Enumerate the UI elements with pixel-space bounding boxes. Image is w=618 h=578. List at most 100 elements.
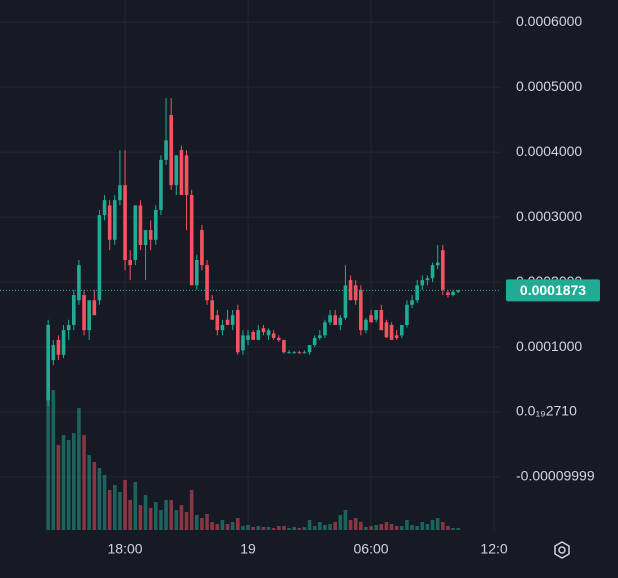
volume-bar: [256, 526, 261, 530]
candle-body: [420, 280, 425, 286]
volume-bar: [297, 528, 302, 530]
y-tick-label: 0.0006000: [516, 13, 582, 29]
candle-body: [266, 330, 271, 336]
volume-bar: [328, 524, 332, 530]
candle-body: [230, 315, 235, 325]
volume-bar: [333, 522, 337, 530]
y-tick-label: 0.0₁₉2710: [516, 403, 577, 419]
candle-body: [118, 185, 122, 201]
candle-body: [441, 250, 445, 290]
volume-bar: [400, 526, 404, 530]
candle-body: [215, 315, 220, 331]
volume-bar: [323, 525, 327, 530]
candle-body: [61, 330, 66, 355]
settings-icon[interactable]: [554, 541, 570, 559]
candle-body: [271, 333, 276, 338]
volume-bar: [118, 492, 122, 530]
candle-body: [384, 322, 389, 338]
volume-bar: [292, 527, 296, 530]
candle-body: [456, 290, 460, 292]
volume-bar: [425, 524, 430, 530]
volume-bar: [410, 525, 414, 530]
volume-bar: [446, 526, 450, 530]
y-tick-label: 0.0004000: [516, 143, 582, 159]
volume-bar: [143, 495, 148, 530]
axis-layer: 0.0006000 0.0005000 0.0004000 0.0003000 0.00…: [0, 13, 600, 557]
volume-bar: [287, 528, 291, 530]
volume-bar: [348, 520, 353, 530]
candle-body: [159, 159, 163, 210]
candle-body: [333, 315, 337, 325]
volume-bar: [128, 500, 132, 530]
volume-bar: [353, 518, 358, 530]
candle-body: [82, 295, 86, 331]
candle-body: [77, 265, 81, 301]
candle-body: [292, 352, 296, 354]
volume-bar: [174, 510, 179, 530]
candle-body: [143, 230, 148, 246]
volume-bar: [205, 514, 209, 530]
volume-bar: [384, 522, 389, 530]
candle-body: [364, 319, 368, 331]
volume-bar: [225, 524, 230, 530]
candle-body: [225, 319, 230, 325]
volume-bar: [169, 500, 173, 530]
volume-bar: [236, 518, 240, 530]
candle-body: [251, 332, 255, 340]
volume-bar: [133, 482, 138, 530]
candle-body: [256, 330, 261, 340]
volume-bar: [200, 518, 204, 530]
volume-bar: [379, 524, 384, 530]
volume-bar: [369, 526, 373, 530]
volume-bar: [92, 462, 97, 530]
candle-body: [277, 337, 281, 340]
y-tick-label: 0.0005000: [516, 78, 582, 94]
candle-body: [51, 345, 56, 361]
candle-body: [312, 337, 317, 346]
candle-body: [102, 200, 107, 216]
candle-body: [430, 265, 435, 279]
volume-bar: [394, 526, 399, 530]
candle-body: [66, 324, 71, 331]
last-price-label: 0.0001873: [520, 282, 586, 298]
volume-bar: [97, 468, 102, 530]
candle-body: [241, 335, 245, 351]
x-tick-label: 12:0: [480, 541, 507, 557]
candle-body: [205, 265, 209, 301]
volume-bar: [179, 505, 184, 530]
y-tick-label: 0.0001000: [516, 338, 582, 354]
candle-body: [246, 335, 250, 340]
candle-body: [138, 205, 143, 246]
candle-body: [405, 304, 409, 325]
volume-bar: [210, 522, 214, 530]
candle-body: [87, 300, 91, 331]
candle-body: [220, 324, 225, 331]
candle-body: [415, 285, 419, 301]
volume-bar: [66, 440, 71, 530]
volume-bar: [415, 526, 419, 530]
volume-bar: [159, 510, 163, 530]
volume-bar: [271, 528, 276, 530]
volume-bar: [123, 480, 127, 530]
candle-body: [46, 324, 50, 401]
candle-body: [389, 324, 394, 340]
volume-bar: [420, 522, 425, 530]
volume-bar: [51, 390, 56, 530]
volume-bar: [184, 512, 189, 530]
volume-bar: [405, 520, 409, 530]
volume-bar: [441, 522, 445, 530]
volume-bar: [430, 520, 435, 530]
candle-body: [92, 300, 97, 316]
candle-body: [210, 300, 214, 320]
candle-body: [113, 200, 117, 240]
volume-bar: [312, 526, 317, 530]
candle-body: [338, 317, 343, 325]
volume-bar: [364, 527, 368, 530]
candle-body: [261, 328, 266, 333]
volume-bar: [72, 433, 76, 530]
volume-bar: [87, 455, 91, 530]
volume-bar: [215, 524, 220, 530]
candle-body: [400, 324, 404, 336]
candle-body: [174, 155, 179, 186]
